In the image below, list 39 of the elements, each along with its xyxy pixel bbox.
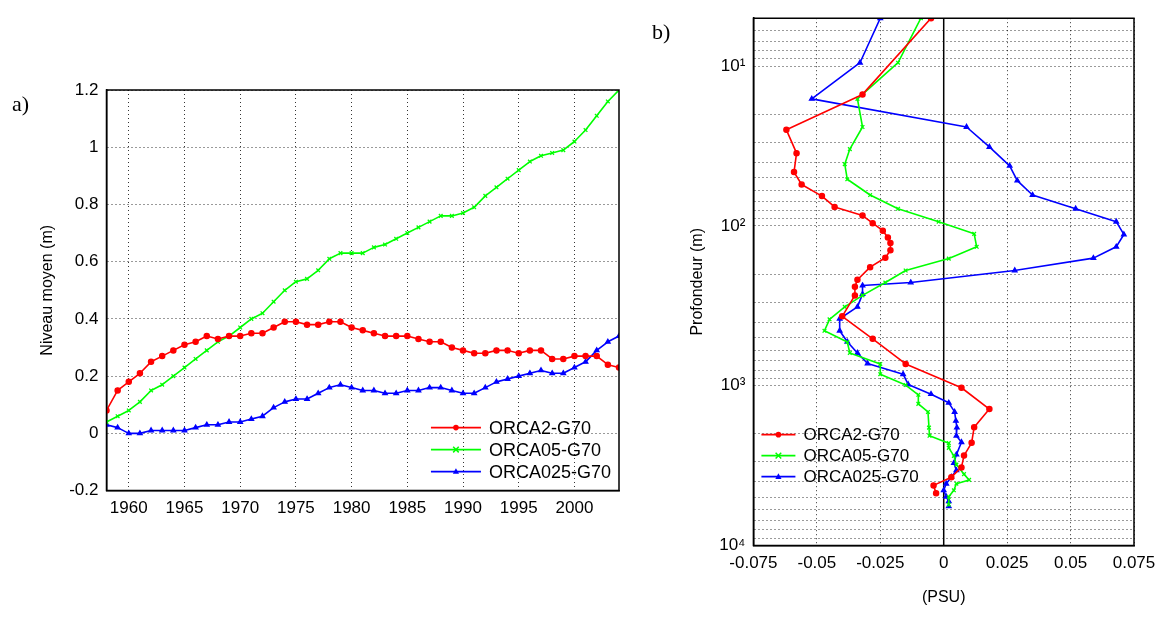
y-axis-title: Profondeur (m) (688, 228, 706, 336)
y-axis-title: Niveau moyen (m) (38, 224, 56, 356)
x-tick-label: 2000 (555, 498, 594, 518)
x-tick-label: -0.075 (729, 553, 778, 573)
x-tick-label: 1965 (165, 498, 204, 518)
y-tick-label: 10² (720, 215, 746, 235)
legend-label: ORCA05-G70 (803, 446, 910, 466)
text: a) (12, 90, 30, 116)
x-tick-label: 1990 (444, 498, 482, 518)
x-tick-label: 1995 (499, 498, 538, 518)
x-tick-label: 0.075 (1112, 553, 1156, 573)
x-tick-label: -0.025 (856, 553, 905, 573)
legend-label: ORCA2-G70 (488, 417, 591, 438)
legend-label: ORCA025-G70 (803, 467, 919, 487)
x-tick-label: -0.05 (797, 553, 837, 573)
x-tick-label: 1960 (109, 498, 148, 518)
y-tick-label: 10³ (720, 375, 746, 395)
x-tick-label: 1980 (332, 498, 371, 518)
y-tick-label: 0 (89, 423, 99, 443)
y-tick-label: 0.8 (74, 194, 99, 214)
y-tick-label: 0.2 (74, 365, 99, 385)
x-tick-label: 0.05 (1054, 553, 1088, 573)
y-tick-label: 1.2 (74, 79, 99, 99)
y-tick-label: 0.6 (74, 251, 99, 271)
y-tick-label: 10⁴ (719, 535, 746, 555)
x-axis-title: (PSU) (921, 587, 966, 605)
y-tick-label: 1 (89, 136, 99, 156)
legend-label: ORCA025-G70 (488, 461, 612, 482)
x-tick-label: 0.025 (985, 553, 1029, 573)
x-tick-label: 1985 (388, 498, 427, 518)
x-tick-label: 1975 (276, 498, 315, 518)
x-tick-label: 1970 (221, 498, 260, 518)
legend-label: ORCA2-G70 (803, 425, 900, 445)
x-tick-label: 0 (938, 553, 949, 573)
y-tick-label: -0.2 (69, 480, 99, 500)
y-tick-label: 10¹ (720, 55, 746, 75)
text: b) (652, 18, 671, 44)
y-tick-label: 0.4 (74, 308, 99, 328)
legend-label: ORCA05-G70 (488, 439, 601, 460)
